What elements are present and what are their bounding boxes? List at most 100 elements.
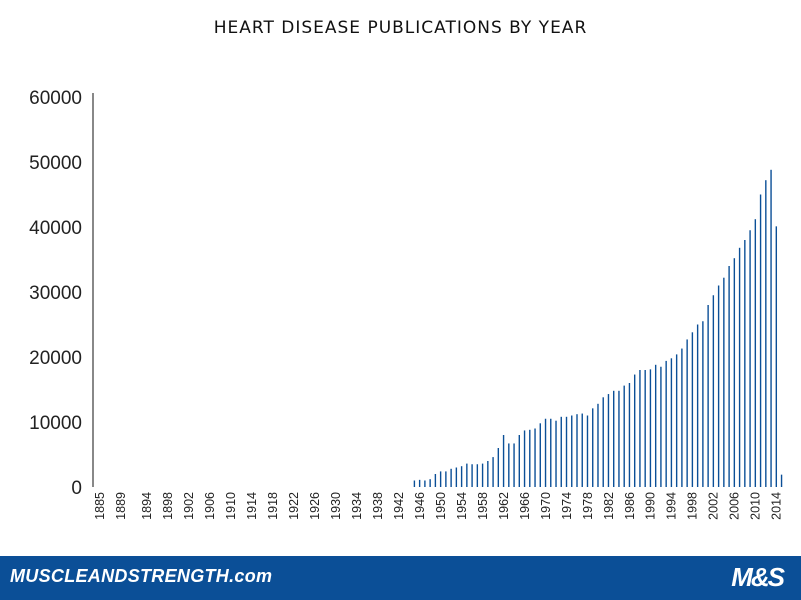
bar-1951 [445,471,447,487]
bar-1977 [581,413,583,487]
bar-1954 [460,466,463,487]
x-tick-label: 1974 [560,492,574,520]
bar-1968 [534,428,536,487]
x-tick-label: 1998 [686,492,700,520]
bar-2007 [738,247,741,487]
y-tick-label: 0 [71,478,82,499]
footer-site-name[interactable]: MUSCLEANDSTRENGTH.com [10,566,273,586]
bar-2000 [702,321,704,487]
x-tick-label: 1906 [203,492,217,520]
bar-1995 [675,354,678,487]
bar-1960 [492,457,494,487]
bar-1961 [497,448,500,487]
x-tick-label: 1918 [266,492,280,520]
bar-1959 [487,461,489,487]
bar-1973 [560,416,562,487]
bar-1993 [665,360,667,487]
bar-1945 [413,480,416,487]
bar-1998 [691,332,694,487]
x-tick-label: 1994 [665,492,679,520]
bar-1948 [429,479,431,487]
footer-banner: MUSCLEANDSTRENGTH.com M&S [0,556,801,600]
x-tick-label: 1982 [602,492,616,520]
y-tick-label: 10000 [29,413,82,434]
y-tick-label: 50000 [29,153,82,174]
x-tick-label: 1970 [539,492,553,520]
x-tick-label: 1910 [224,492,238,520]
bar-2015 [780,474,783,487]
bar-2009 [749,230,751,487]
y-tick-label: 60000 [29,88,82,109]
x-tick-label: 1922 [287,492,301,520]
bar-1952 [450,468,452,487]
bar-1994 [670,358,673,487]
x-tick-label: 2006 [728,492,742,520]
x-tick-label: 1954 [455,492,469,520]
y-tick-label: 20000 [29,348,82,369]
chart-title: HEART DISEASE PUBLICATIONS BY YEAR [213,18,588,38]
bar-1965 [518,435,520,487]
x-tick-label: 1986 [623,492,637,520]
bar-1950 [439,471,442,487]
bar-1999 [696,324,699,487]
x-tick-label: 1950 [434,492,448,520]
bar-1975 [571,415,573,487]
x-tick-label: 2010 [749,492,763,520]
bar-2006 [733,258,736,487]
bar-2004 [723,277,725,487]
bar-1984 [618,390,620,487]
bar-1996 [681,348,683,487]
bar-1982 [607,394,610,487]
bar-1991 [654,364,657,487]
bar-1953 [455,467,458,487]
bar-1997 [686,339,688,487]
x-tick-label: 1885 [93,492,107,520]
bar-1957 [476,464,479,487]
bar-2005 [728,266,730,487]
bar-1967 [529,429,531,487]
x-tick-label: 1914 [245,492,259,520]
chart-plot: 0 10000 20000 30000 40000 50000 60000 1885 1889 1… [29,88,784,520]
x-tick-label: 1898 [161,492,175,520]
bar-1992 [660,366,662,487]
bar-1985 [623,385,625,487]
x-tick-label: 1902 [182,492,196,520]
bar-1989 [644,370,646,487]
bar-1966 [523,430,526,487]
x-tick-label: 1930 [329,492,343,520]
y-tick-label: 40000 [29,218,82,239]
x-tick-label: 1958 [476,492,490,520]
x-tick-label: 2014 [770,492,784,520]
x-tick-label: 1889 [114,492,128,520]
bar-1987 [633,374,636,487]
x-tick-label: 2002 [707,492,721,520]
x-tick-label: 1966 [518,492,532,520]
bar-1963 [508,443,510,487]
bar-2001 [707,305,709,487]
bar-2003 [717,285,720,487]
bar-1964 [513,443,515,487]
bar-1981 [602,397,604,487]
bar-1955 [466,463,468,487]
x-tick-label: 1934 [350,492,364,520]
bar-1976 [576,414,578,487]
bar-1974 [565,416,568,487]
bar-1956 [471,464,473,487]
bar-1970 [544,418,547,487]
bar-1958 [481,463,484,487]
x-tick-label: 1978 [581,492,595,520]
x-tick-label: 1990 [644,492,658,520]
bar-1980 [597,403,599,487]
x-tick-label: 1894 [140,492,154,520]
bar-1949 [434,474,437,487]
bar-1990 [649,369,652,487]
bar-2012 [765,180,767,487]
bar-2011 [759,194,762,487]
bar-1972 [555,420,557,487]
x-tick-label: 1938 [371,492,385,520]
bar-1988 [639,370,641,487]
y-tick-label: 30000 [29,283,82,304]
bar-2014 [775,226,778,487]
bar-1983 [613,390,615,487]
bar-1947 [424,480,426,487]
